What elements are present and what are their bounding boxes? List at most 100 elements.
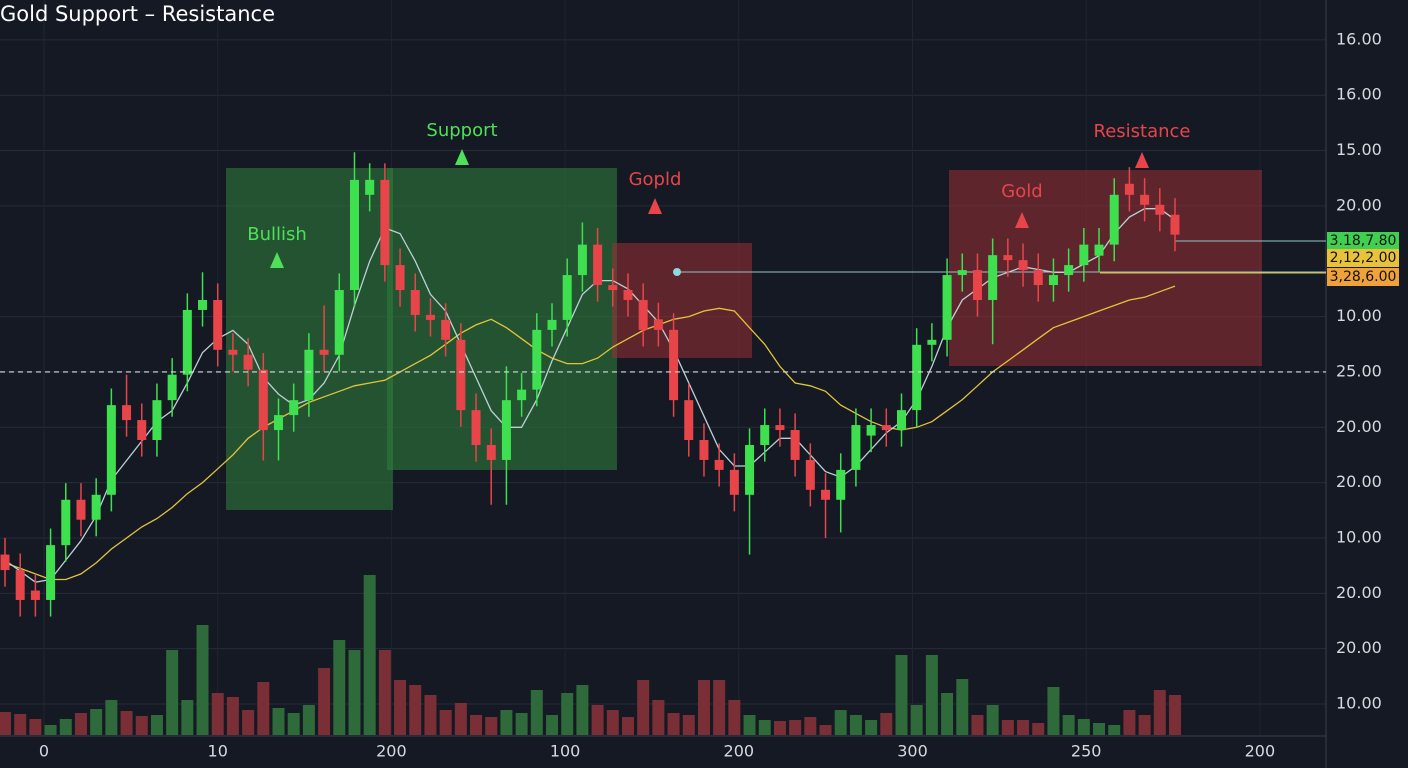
annotation-label: Resistance (1094, 121, 1191, 142)
annotation-label: Gold (1001, 181, 1042, 202)
candle-body (243, 354, 253, 370)
candle-body (274, 415, 284, 431)
volume-bar (515, 713, 528, 735)
volume-bar (1077, 719, 1090, 735)
candle-body (213, 299, 223, 350)
volume-bar (621, 717, 634, 735)
volume-bar (667, 713, 680, 735)
candle-body (137, 420, 147, 441)
candle-body (61, 499, 71, 546)
candle-body (593, 244, 603, 286)
y-tick-label: 20.00 (1336, 583, 1382, 602)
volume-bar (728, 700, 741, 735)
volume-bar (1062, 715, 1075, 735)
volume-bar (758, 720, 771, 735)
annotation-label: Support (426, 120, 497, 141)
candle-body (122, 405, 132, 421)
candle-body (927, 339, 937, 345)
resistance-zone (949, 170, 1262, 366)
candle-body (972, 270, 982, 300)
volume-bar (986, 705, 999, 735)
volume-bar (14, 714, 27, 735)
volume-bar (530, 690, 543, 735)
candle-body (957, 270, 967, 276)
candle-body (821, 489, 831, 500)
volume-bar (485, 717, 498, 735)
labels-layer: 16.00 16.00 15.00 20.00 10.00 25.00 20.00 20.00… (0, 29, 1399, 761)
candle-body (1018, 260, 1028, 271)
candle-body (15, 570, 25, 600)
annotation-marker (1135, 152, 1149, 168)
volume-bar (0, 712, 11, 735)
x-tick-label: 200 (724, 742, 755, 761)
volume-bar (348, 650, 361, 735)
candle-body (1140, 194, 1150, 205)
volume-bar (925, 655, 938, 735)
y-tick-label: 10.00 (1336, 306, 1382, 325)
volume-bar (880, 713, 893, 735)
candle-body (638, 299, 648, 330)
candle-body (805, 459, 815, 490)
candle-body (319, 349, 329, 355)
candle-body (1124, 183, 1134, 195)
candle-body (790, 430, 800, 460)
volume-bar (804, 717, 817, 735)
candle-body (289, 400, 299, 416)
volume-bar (576, 685, 589, 735)
candle-body (577, 244, 587, 276)
x-tick-label: 10 (208, 742, 228, 761)
candle-body (365, 179, 375, 195)
candle-body (304, 349, 314, 401)
volume-bar (181, 700, 194, 735)
candle-body (881, 425, 891, 431)
volume-bar (971, 715, 984, 735)
candle-body (547, 319, 557, 330)
candle-body (410, 290, 420, 315)
volume-bar (318, 668, 331, 735)
y-tick-label: 20.00 (1336, 417, 1382, 436)
candle-body (76, 499, 86, 520)
candle-body (471, 410, 481, 445)
candle-body (623, 290, 633, 300)
moving-average (4, 285, 1176, 581)
volume-bar (1047, 687, 1060, 735)
price-tag (1327, 232, 1399, 250)
candle-body (334, 290, 344, 355)
candle-body (988, 255, 998, 300)
candle-body (775, 425, 785, 431)
candle-body (425, 314, 435, 320)
candle-body (228, 349, 238, 355)
candle-body (653, 319, 663, 330)
candle-body (1079, 244, 1089, 266)
volume-bar (166, 650, 179, 735)
candle-body (517, 389, 527, 401)
candle-body (0, 554, 10, 571)
candle-body (501, 400, 511, 460)
volume-bar (1001, 720, 1014, 735)
candle-body (106, 405, 116, 495)
volume-bar (1169, 695, 1181, 735)
candle-body (1109, 194, 1119, 245)
annotation-marker (455, 149, 469, 165)
volume-bar (150, 715, 163, 735)
candle-body (669, 329, 679, 401)
volume-bar (439, 710, 452, 735)
y-tick-label: 10.00 (1336, 694, 1382, 713)
x-tick-label: 300 (897, 742, 928, 761)
volume-bar (652, 700, 665, 735)
candle-body (46, 545, 56, 600)
candle-body (760, 425, 770, 445)
volume-bar (90, 709, 103, 735)
candle-body (896, 410, 906, 431)
volume-bar (697, 680, 710, 735)
volume-bar (941, 693, 954, 735)
candle-body (380, 179, 390, 266)
candle-body (836, 469, 846, 500)
candle-body (152, 400, 162, 441)
candle-body (456, 339, 466, 411)
volume-bar (1153, 690, 1166, 735)
candles-layer (0, 152, 1180, 617)
candle-body (942, 275, 952, 340)
volume-bar (363, 575, 376, 735)
volume-bar (606, 710, 619, 735)
